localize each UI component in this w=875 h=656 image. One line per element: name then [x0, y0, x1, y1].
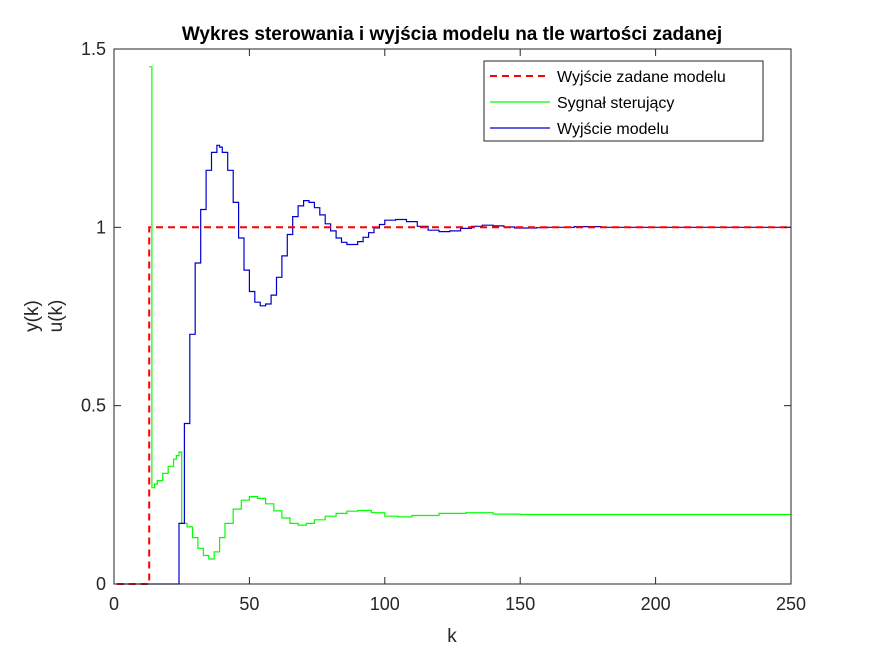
x-tick-label: 250: [776, 594, 806, 614]
axes-box: [113, 48, 792, 585]
legend-label-output: Wyjście modelu: [557, 121, 669, 138]
y-axis-label-y: y(k): [22, 300, 43, 332]
x-tick-label: 0: [109, 594, 119, 614]
ticks-layer: 0 50 100 150 200 250 0 0.5 1 1.5: [81, 39, 806, 614]
y-tick-label: 0.5: [81, 396, 106, 416]
x-tick-label: 200: [641, 594, 671, 614]
legend: Wyjście zadane modelu Sygnał sterujący W…: [483, 60, 764, 142]
y-tick-label: 1.5: [81, 39, 106, 59]
x-axis-label: k: [447, 626, 457, 647]
y-tick-label: 1: [96, 217, 106, 237]
chart-title: Wykres sterowania i wyjścia modelu na tl…: [182, 24, 722, 45]
legend-label-control: Sygnał sterujący: [557, 95, 674, 112]
x-tick-label: 50: [239, 594, 259, 614]
x-tick-label: 150: [505, 594, 535, 614]
series-output-line: [116, 144, 791, 585]
legend-label-setpoint: Wyjście zadane modelu: [557, 69, 726, 86]
y-axis-label-u: u(k): [46, 300, 67, 333]
x-tick-label: 100: [370, 594, 400, 614]
series-control-line: [149, 66, 791, 560]
y-tick-label: 0: [96, 574, 106, 594]
